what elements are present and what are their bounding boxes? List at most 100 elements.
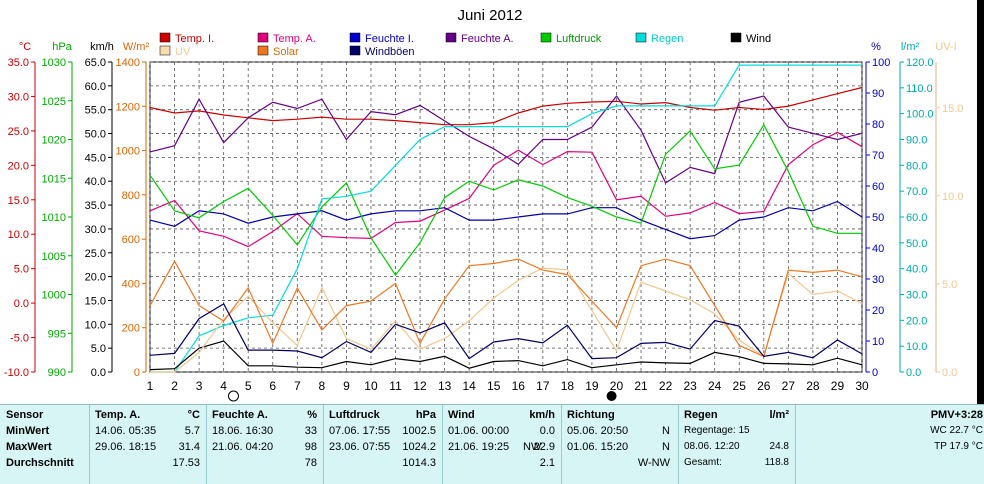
- x-tick-label: 25: [733, 379, 747, 393]
- pct-tick-label: 80: [872, 119, 884, 131]
- pmv-wc: WC 22.7 °C: [930, 425, 983, 436]
- temp-max-date: 29.06. 18:15: [95, 441, 157, 453]
- legend-label: Feuchte I.: [365, 33, 414, 45]
- press-title: Luftdruck: [329, 409, 380, 421]
- lm2-tick-label: 120.0: [906, 57, 934, 69]
- uv-tick-label: 10.0: [942, 191, 963, 203]
- stats-col-temp: Temp. A. °C 14.06. 05:35 5.7 29.06. 18:15 3…: [89, 405, 206, 484]
- x-tick-label: 16: [512, 379, 526, 393]
- kmh-tick-label: 20.0: [85, 272, 106, 284]
- pmv-title: PMV+3:28: [930, 409, 983, 421]
- temp-avg: 17.53: [172, 457, 200, 469]
- wind-max-dir: NW: [523, 441, 542, 453]
- x-tick-label: 3: [196, 379, 203, 393]
- stats-col-pmv: PMV+3:28 WC 22.7 °C TP 17.9 °C: [795, 405, 984, 484]
- temp-tick-label: 35.0: [8, 57, 29, 69]
- legend-swatch: [257, 32, 269, 43]
- uv-tick-label: 0.0: [942, 367, 957, 379]
- wind-title: Wind: [448, 409, 475, 421]
- pct-tick-label: 0: [872, 367, 878, 379]
- wind-unit: km/h: [529, 409, 555, 421]
- series-line: [149, 123, 862, 277]
- temp-max: 31.4: [178, 441, 200, 453]
- temp-title: Temp. A.: [95, 409, 141, 421]
- x-tick-label: 26: [757, 379, 771, 393]
- kmh-tick-label: 25.0: [85, 248, 106, 260]
- hpa-tick-label: 1000: [42, 290, 66, 302]
- series-line: [149, 258, 863, 358]
- legend-swatch: [257, 45, 269, 56]
- legend-label: Temp. A.: [273, 33, 316, 45]
- wm2-axis-title: W/m²: [123, 41, 150, 53]
- x-tick-label: 15: [487, 379, 501, 393]
- pct-tick-label: 50: [872, 212, 884, 224]
- plot-area: [149, 64, 863, 373]
- wm2-tick-label: 1400: [116, 57, 140, 69]
- kmh-tick-label: 35.0: [85, 200, 106, 212]
- temp-unit: °C: [187, 409, 200, 421]
- dir-max-date: 01.06. 15:20: [567, 441, 629, 453]
- hpa-tick-label: 1010: [42, 212, 66, 224]
- full-moon-icon: [227, 390, 239, 402]
- stats-label-sensor: Sensor: [6, 409, 44, 421]
- hum-min: 33: [304, 425, 317, 437]
- x-tick-label: 23: [683, 379, 697, 393]
- chart-title: Juni 2012: [457, 7, 522, 24]
- rain-total: 118.8: [764, 457, 789, 468]
- x-tick-label: 17: [536, 379, 550, 393]
- legend-swatch: [635, 32, 647, 43]
- rain-max: 24.8: [769, 441, 789, 452]
- x-tick-label: 7: [294, 379, 301, 393]
- kmh-tick-label: 40.0: [85, 176, 106, 188]
- kmh-tick-label: 10.0: [85, 319, 106, 331]
- lm2-tick-label: 10.0: [906, 341, 927, 353]
- hum-min-date: 18.06. 16:30: [212, 425, 274, 437]
- wm2-tick-label: 800: [122, 190, 140, 202]
- lm2-tick-label: 100.0: [906, 109, 934, 121]
- x-tick-label: 8: [319, 379, 326, 393]
- hpa-tick-label: 1005: [42, 251, 66, 263]
- wind-max: 22.9: [533, 441, 555, 453]
- kmh-tick-label: 55.0: [85, 105, 106, 117]
- stats-label-min: MinWert: [6, 425, 50, 437]
- rain-max-date: 08.06. 12:20: [684, 441, 740, 452]
- lm2-tick-label: 50.0: [906, 238, 927, 250]
- kmh-tick-label: 15.0: [85, 295, 106, 307]
- lm2-tick-label: 70.0: [906, 186, 927, 198]
- right-axes: % 0 10 20 30 40 50 60 70 80 90 100 l/m² 0.0 10.0 20.0 30…: [865, 41, 963, 379]
- dir-title: Richtung: [567, 409, 615, 421]
- stats-label-avg: Durchschnitt: [6, 457, 74, 469]
- rain-unit: l/m²: [769, 409, 789, 421]
- stats-col-sensor: Sensor MinWert MaxWert Durchschnitt: [0, 405, 88, 484]
- hum-max-date: 21.06. 04:20: [212, 441, 274, 453]
- series-line: [149, 200, 863, 240]
- series-line: [150, 64, 862, 373]
- press-min-date: 07.06. 17:55: [329, 425, 391, 437]
- wm2-tick-label: 200: [122, 323, 140, 335]
- x-tick-label: 28: [806, 379, 820, 393]
- x-tick-label: 30: [855, 379, 869, 393]
- kmh-axis-title: km/h: [90, 41, 114, 53]
- temp-tick-label: 15.0: [8, 195, 29, 207]
- statistics-table: Sensor MinWert MaxWert Durchschnitt Temp…: [0, 404, 984, 484]
- temp-tick-label: 5.0: [14, 264, 29, 276]
- press-max-date: 23.06. 07:55: [329, 441, 391, 453]
- stats-col-rain: Regen l/m² Regentage: 15 08.06. 12:20 24.8…: [678, 405, 795, 484]
- series-line: [149, 86, 863, 126]
- x-tick-label: 20: [610, 379, 624, 393]
- weather-chart: Juni 2012 Temp. I. Temp. A. Feuchte I. Feuc…: [3, 7, 964, 402]
- grid: [149, 61, 863, 373]
- x-axis: 1 2 3 4 5 6 7 8 9 10 11 12 13 14 15 16 17 18 19 20 21 22 23 24 2…: [147, 379, 869, 402]
- scrollbar[interactable]: [977, 0, 984, 404]
- new-moon-icon: [606, 391, 617, 401]
- wm2-tick-label: 0: [134, 367, 140, 379]
- stats-col-direction: Richtung 05.06. 20:50 N 01.06. 15:20 N W-N…: [561, 405, 678, 484]
- x-tick-label: 10: [364, 379, 378, 393]
- stats-label-max: MaxWert: [6, 441, 52, 453]
- dir-min: N: [662, 425, 670, 437]
- pct-tick-label: 90: [872, 88, 884, 100]
- wm2-tick-label: 1200: [116, 101, 140, 113]
- x-tick-label: 12: [413, 379, 427, 393]
- kmh-tick-label: 30.0: [85, 224, 106, 236]
- legend-swatch: [540, 32, 552, 43]
